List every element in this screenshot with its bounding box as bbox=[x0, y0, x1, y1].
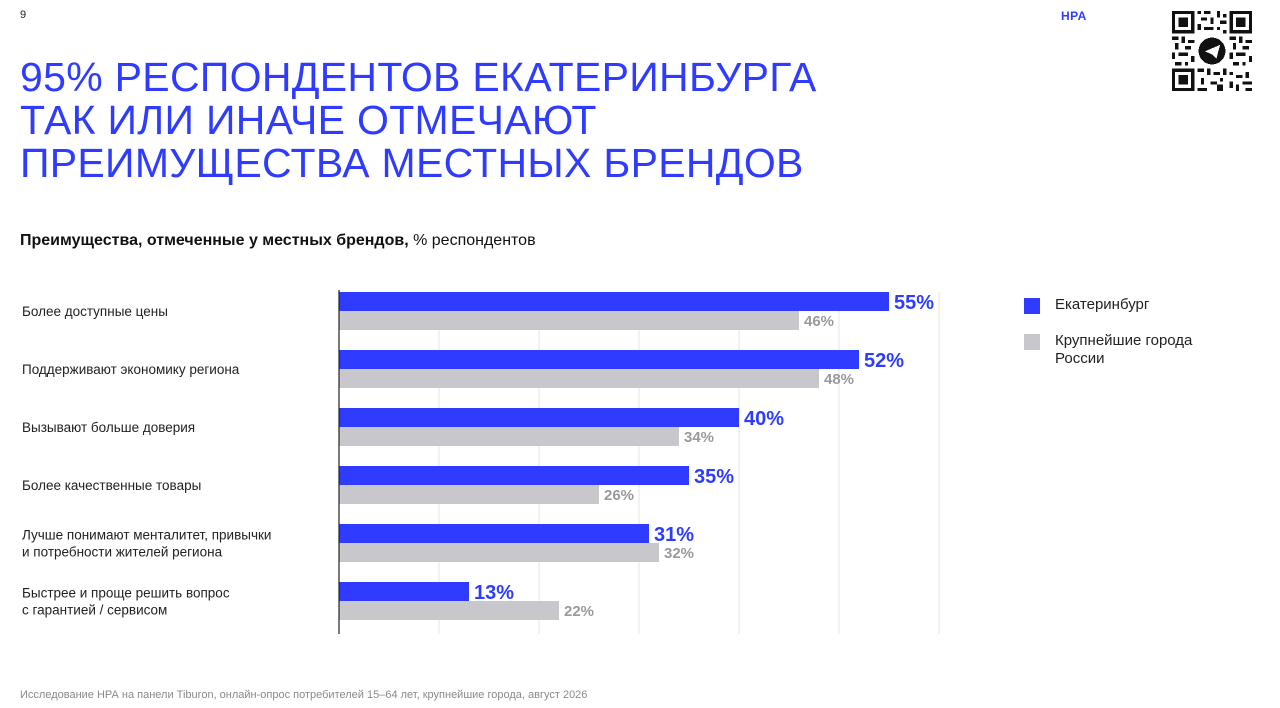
value-label-russia: 46% bbox=[804, 313, 834, 330]
bar-russia bbox=[339, 427, 679, 446]
footnote: Исследование НРА на панели Tiburon, онла… bbox=[20, 689, 588, 701]
legend-label: Екатеринбург bbox=[1055, 296, 1150, 313]
bar-ekaterinburg bbox=[339, 524, 649, 543]
bar-russia bbox=[339, 485, 599, 504]
value-label-russia: 48% bbox=[824, 371, 854, 388]
bar-chart: Более доступные цены 55% 46% Поддерживают э… bbox=[22, 290, 940, 634]
value-label-ekaterinburg: 31% bbox=[654, 524, 694, 546]
value-label-ekaterinburg: 40% bbox=[744, 408, 784, 430]
category-label: Поддерживают экономику региона bbox=[22, 362, 240, 377]
bar-russia bbox=[339, 311, 799, 330]
bar-ekaterinburg bbox=[339, 408, 739, 427]
category-label: с гарантией / сервисом bbox=[22, 603, 167, 618]
value-label-ekaterinburg: 35% bbox=[694, 466, 734, 488]
chart-title-main: Преимущества, отмеченные у местных бренд… bbox=[20, 232, 409, 249]
bar-russia bbox=[339, 369, 819, 388]
category-label: Более доступные цены bbox=[22, 304, 168, 319]
value-label-russia: 22% bbox=[564, 603, 594, 620]
chart-legend: Екатеринбург Крупнейшие города России bbox=[1024, 296, 1264, 386]
legend-label: Крупнейшие города России bbox=[1055, 332, 1193, 367]
category-label: Более качественные товары bbox=[22, 478, 201, 493]
value-label-ekaterinburg: 13% bbox=[474, 582, 514, 604]
title-line: ПРЕИМУЩЕСТВА МЕСТНЫХ БРЕНДОВ bbox=[20, 140, 804, 186]
chart-title-unit: % респондентов bbox=[413, 232, 536, 249]
value-label-ekaterinburg: 52% bbox=[864, 350, 904, 372]
page-number: 9 bbox=[20, 9, 27, 21]
value-label-ekaterinburg: 55% bbox=[894, 292, 934, 314]
title-line: 95% РЕСПОНДЕНТОВ ЕКАТЕРИНБУРГА bbox=[20, 54, 817, 100]
category-label: Лучше понимают менталитет, привычки bbox=[22, 528, 271, 543]
value-label-russia: 26% bbox=[604, 487, 634, 504]
legend-swatch-russia bbox=[1024, 334, 1040, 350]
qr-code-icon[interactable] bbox=[1172, 11, 1252, 91]
value-label-russia: 34% bbox=[684, 429, 714, 446]
bar-russia bbox=[339, 601, 559, 620]
bar-ekaterinburg bbox=[339, 466, 689, 485]
legend-swatch-ekaterinburg bbox=[1024, 298, 1040, 314]
brand-logo: НРА bbox=[1061, 9, 1087, 23]
bar-ekaterinburg bbox=[339, 350, 859, 369]
page-title: 95% РЕСПОНДЕНТОВ ЕКАТЕРИНБУРГА ТАК ИЛИ И… bbox=[20, 56, 817, 185]
legend-item-ekaterinburg: Екатеринбург bbox=[1024, 296, 1264, 314]
legend-item-russia: Крупнейшие города России bbox=[1024, 332, 1264, 368]
category-label: Вызывают больше доверия bbox=[22, 420, 195, 435]
bar-russia bbox=[339, 543, 659, 562]
value-label-russia: 32% bbox=[664, 545, 694, 562]
chart-title: Преимущества, отмеченные у местных бренд… bbox=[20, 232, 536, 250]
category-label: Быстрее и проще решить вопрос bbox=[22, 586, 230, 601]
bar-ekaterinburg bbox=[339, 292, 889, 311]
category-label: и потребности жителей региона bbox=[22, 545, 223, 560]
title-line: ТАК ИЛИ ИНАЧЕ ОТМЕЧАЮТ bbox=[20, 97, 597, 143]
bar-ekaterinburg bbox=[339, 582, 469, 601]
